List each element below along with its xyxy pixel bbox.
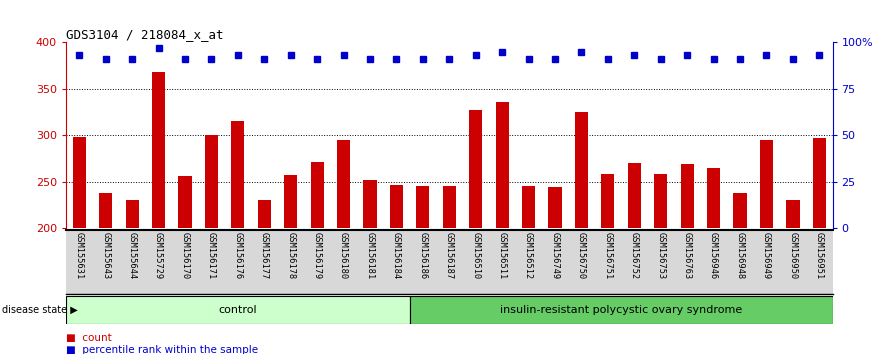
Text: GSM156950: GSM156950 <box>788 232 797 279</box>
Bar <box>469 110 482 228</box>
Text: GSM156186: GSM156186 <box>418 232 427 279</box>
Bar <box>99 193 112 228</box>
Bar <box>442 185 455 228</box>
Bar <box>680 164 693 228</box>
Bar <box>410 296 833 324</box>
Text: GSM156753: GSM156753 <box>656 232 665 279</box>
Text: GSM156946: GSM156946 <box>709 232 718 279</box>
Text: GSM156750: GSM156750 <box>577 232 586 279</box>
Text: disease state ▶: disease state ▶ <box>2 305 78 315</box>
Bar <box>786 200 799 228</box>
Bar <box>759 140 773 228</box>
Text: GSM156510: GSM156510 <box>471 232 480 279</box>
Bar <box>152 72 165 228</box>
Text: GSM156179: GSM156179 <box>313 232 322 279</box>
Bar <box>231 121 244 228</box>
Bar <box>522 185 535 228</box>
Text: ■  percentile rank within the sample: ■ percentile rank within the sample <box>66 345 258 354</box>
Bar <box>654 175 667 228</box>
Text: GSM155643: GSM155643 <box>101 232 110 279</box>
Bar <box>310 162 323 228</box>
Bar <box>574 112 588 228</box>
Text: GSM156948: GSM156948 <box>736 232 744 279</box>
Bar <box>548 187 562 228</box>
Text: GSM155631: GSM155631 <box>75 232 84 279</box>
Text: GSM156763: GSM156763 <box>683 232 692 279</box>
Bar <box>707 168 720 228</box>
Text: GSM155644: GSM155644 <box>128 232 137 279</box>
Text: GSM156184: GSM156184 <box>392 232 401 279</box>
Text: ■  count: ■ count <box>66 333 112 343</box>
Text: GSM156181: GSM156181 <box>366 232 374 279</box>
Bar <box>601 175 614 228</box>
Text: control: control <box>218 305 257 315</box>
Bar <box>812 138 825 228</box>
Text: GSM156951: GSM156951 <box>815 232 824 279</box>
Text: GSM156170: GSM156170 <box>181 232 189 279</box>
Text: GSM156749: GSM156749 <box>551 232 559 279</box>
Bar <box>416 185 429 228</box>
Bar <box>733 193 746 228</box>
Bar <box>284 175 297 228</box>
Text: GSM156171: GSM156171 <box>207 232 216 279</box>
Text: GSM156180: GSM156180 <box>339 232 348 279</box>
Bar <box>627 163 640 228</box>
Text: GSM156176: GSM156176 <box>233 232 242 279</box>
Bar <box>363 180 376 228</box>
Bar <box>178 176 191 228</box>
Bar <box>204 136 218 228</box>
Text: insulin-resistant polycystic ovary syndrome: insulin-resistant polycystic ovary syndr… <box>500 305 742 315</box>
Text: GSM155729: GSM155729 <box>154 232 163 279</box>
Bar <box>495 102 508 228</box>
Text: GDS3104 / 218084_x_at: GDS3104 / 218084_x_at <box>66 28 224 41</box>
Bar <box>66 296 410 324</box>
Bar <box>337 140 350 228</box>
Bar <box>389 185 403 228</box>
Bar <box>257 200 270 228</box>
Text: GSM156177: GSM156177 <box>260 232 269 279</box>
Text: GSM156512: GSM156512 <box>524 232 533 279</box>
Text: GSM156949: GSM156949 <box>762 232 771 279</box>
Text: GSM156511: GSM156511 <box>498 232 507 279</box>
Text: GSM156187: GSM156187 <box>445 232 454 279</box>
Bar <box>72 137 85 228</box>
Bar <box>125 200 138 228</box>
Text: GSM156752: GSM156752 <box>630 232 639 279</box>
Text: GSM156178: GSM156178 <box>286 232 295 279</box>
Text: GSM156751: GSM156751 <box>603 232 612 279</box>
